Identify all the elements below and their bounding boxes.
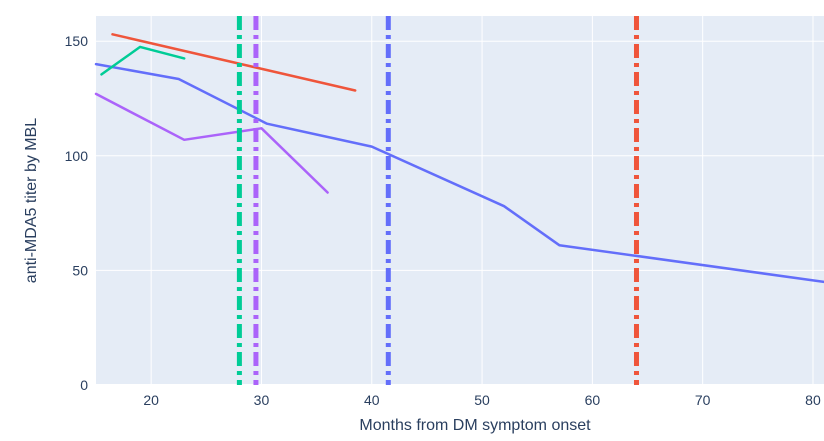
y-tick-label: 100 xyxy=(65,148,89,164)
series-line xyxy=(111,33,357,92)
grid xyxy=(96,16,824,386)
x-tick-label: 40 xyxy=(364,392,380,408)
plot-area xyxy=(96,16,824,385)
y-tick-label: 50 xyxy=(72,262,88,278)
y-axis-title: anti-MDA5 titer by MBL xyxy=(23,118,40,283)
x-tick-label: 80 xyxy=(805,392,821,408)
y-tick-label: 150 xyxy=(65,33,89,49)
series-line xyxy=(100,45,186,76)
series-line xyxy=(94,62,824,284)
x-tick-label: 30 xyxy=(254,392,270,408)
reference-lines xyxy=(236,16,639,385)
series-line xyxy=(94,92,329,194)
x-tick-label: 60 xyxy=(585,392,601,408)
y-tick-label: 0 xyxy=(80,377,88,393)
series-lines xyxy=(94,33,824,284)
tick-labels: 20 30 40 50 60 70 80 0 50 100 150 xyxy=(65,33,821,408)
x-axis-title: Months from DM symptom onset xyxy=(359,417,591,434)
x-tick-label: 20 xyxy=(143,392,159,408)
x-tick-label: 50 xyxy=(474,392,490,408)
x-tick-label: 70 xyxy=(695,392,711,408)
